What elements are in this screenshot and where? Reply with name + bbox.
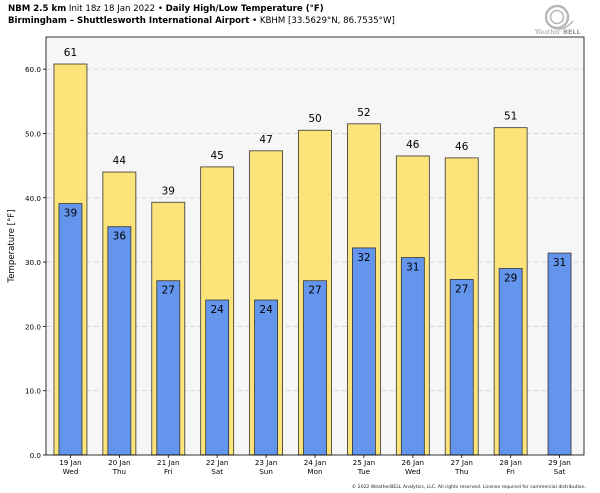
x-tick-day: Thu <box>454 467 469 476</box>
low-temp-bar <box>303 280 327 456</box>
y-tick-label: 0.0 <box>30 451 42 460</box>
product-title: Daily High/Low Temperature (°F) <box>165 4 324 14</box>
low-temp-label: 31 <box>406 262 419 274</box>
x-tick-date: 21 Jan <box>157 458 180 467</box>
low-temp-bar <box>205 299 230 456</box>
chart-title-line: NBM 2.5 km Init 18z 18 Jan 2022 • Daily … <box>8 4 324 14</box>
high-temp-label: 50 <box>308 113 321 125</box>
high-temp-label: 46 <box>455 141 469 153</box>
station-code: KBHM [33.5629°N, 86.7535°W] <box>259 16 395 26</box>
y-tick-label: 40.0 <box>25 194 41 203</box>
low-temp-label: 31 <box>553 257 566 269</box>
x-tick-day: Sun <box>259 467 273 476</box>
y-tick-label: 50.0 <box>25 129 41 138</box>
low-temp-bar <box>254 299 278 456</box>
high-temp-label: 46 <box>406 139 420 151</box>
low-temp-bar <box>156 280 181 456</box>
low-temp-label: 36 <box>113 231 127 243</box>
x-tick-date: 29 Jan <box>548 458 571 467</box>
x-tick-day: Wed <box>405 467 421 476</box>
high-temp-label: 52 <box>357 107 370 119</box>
y-tick-label: 30.0 <box>25 258 41 267</box>
x-tick-date: 19 Jan <box>59 458 82 467</box>
station-name: Birmingham – Shuttlesworth International… <box>8 16 250 26</box>
weatherbell-logo: Weather BELL <box>535 4 581 36</box>
low-temp-bar <box>547 252 572 456</box>
x-tick-day: Fri <box>164 467 173 476</box>
x-tick-day: Fri <box>506 467 515 476</box>
high-temp-label: 45 <box>210 150 223 162</box>
y-tick-label: 20.0 <box>25 322 41 331</box>
x-tick-date: 27 Jan <box>450 458 473 467</box>
x-tick-date: 22 Jan <box>206 458 229 467</box>
low-temp-bar <box>400 257 425 456</box>
x-tick-day: Tue <box>357 467 371 476</box>
model-name: NBM 2.5 km <box>8 4 67 14</box>
low-temp-bar <box>498 268 523 456</box>
low-temp-label: 32 <box>357 252 370 264</box>
y-axis-label: Temperature [°F] <box>7 209 17 283</box>
x-tick-date: 23 Jan <box>255 458 278 467</box>
x-tick-date: 26 Jan <box>402 458 425 467</box>
low-temp-label: 27 <box>308 285 321 297</box>
x-tick-day: Sat <box>211 467 223 476</box>
bullet-separator: • <box>252 16 258 26</box>
low-temp-bar <box>352 247 376 456</box>
logo-text-weather: Weather <box>535 29 561 36</box>
x-tick-date: 24 Jan <box>304 458 327 467</box>
init-time: Init 18z 18 Jan 2022 <box>68 4 156 14</box>
high-temp-label: 47 <box>259 134 272 146</box>
low-temp-label: 29 <box>504 273 517 285</box>
copyright-notice: © 2022 WeatherBELL Analytics, LLC. All r… <box>351 485 586 490</box>
low-temp-bar <box>449 279 474 456</box>
low-temp-label: 24 <box>210 304 224 316</box>
swirl-icon <box>544 4 574 30</box>
high-temp-label: 51 <box>504 111 517 123</box>
low-temp-label: 27 <box>162 285 175 297</box>
x-tick-date: 25 Jan <box>353 458 376 467</box>
y-tick-label: 10.0 <box>25 387 41 396</box>
low-temp-bar <box>107 226 132 456</box>
x-tick-day: Mon <box>307 467 322 476</box>
high-temp-label: 44 <box>113 155 127 167</box>
logo-text-bell: BELL <box>563 28 581 36</box>
x-tick-day: Sat <box>554 467 566 476</box>
x-tick-day: Thu <box>112 467 127 476</box>
low-temp-label: 39 <box>64 208 77 220</box>
low-temp-bar <box>58 203 83 456</box>
low-temp-label: 24 <box>259 304 273 316</box>
x-tick-date: 28 Jan <box>499 458 522 467</box>
station-line: Birmingham – Shuttlesworth International… <box>8 16 395 26</box>
low-temp-label: 27 <box>455 283 468 295</box>
high-temp-label: 39 <box>162 185 175 197</box>
x-tick-date: 20 Jan <box>108 458 131 467</box>
high-temp-label: 61 <box>64 47 77 59</box>
y-tick-label: 60.0 <box>25 65 41 74</box>
bullet-separator: • <box>157 4 163 14</box>
x-tick-day: Wed <box>63 467 79 476</box>
